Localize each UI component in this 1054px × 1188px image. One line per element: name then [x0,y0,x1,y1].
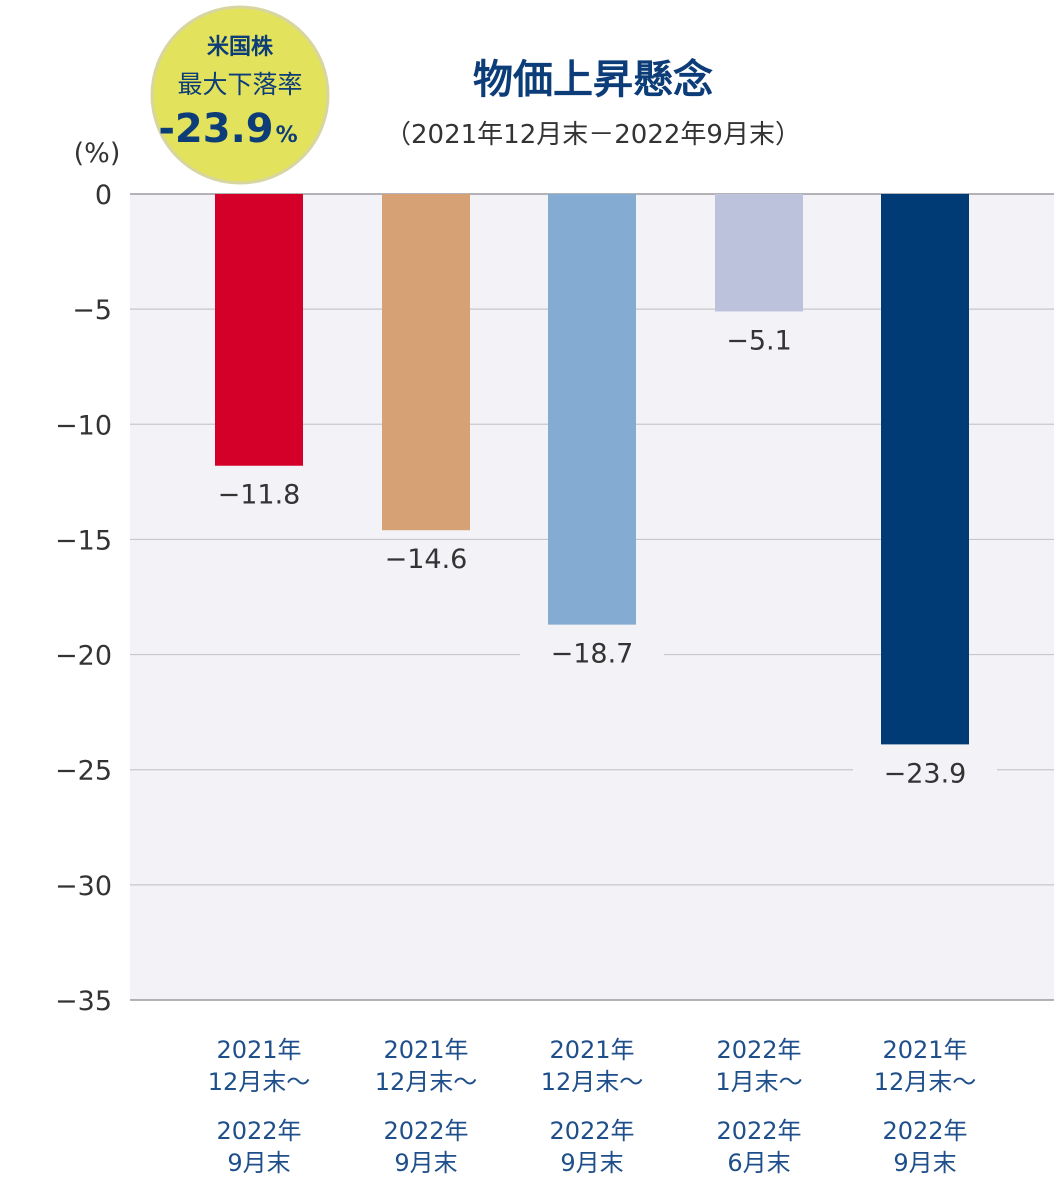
x-category-label: 2022年 [882,1117,967,1145]
y-tick-label: −15 [55,525,112,556]
data-label: −11.8 [218,480,301,511]
y-tick-label: −5 [72,295,112,326]
y-tick-label: −30 [55,871,112,902]
x-category-label: 9月末 [560,1149,623,1177]
data-label: −14.6 [385,544,468,575]
bar [881,194,969,745]
x-category-label: 1月末～ [715,1068,802,1096]
y-axis: 0 −5 −10 −15 −20 −25 −30 −35 [55,180,112,1017]
data-label-bg [853,754,997,793]
y-unit-label: (%) [74,138,121,169]
x-category-label: 2022年 [716,1117,801,1145]
y-tick-label: −35 [55,986,112,1017]
x-category-label: 2021年 [216,1036,301,1064]
data-label-bg [687,321,831,360]
badge-circle [150,5,330,185]
x-category-label: 12月末～ [208,1068,311,1096]
x-category-label: 2022年 [216,1117,301,1145]
x-category-label: 2021年 [549,1036,634,1064]
y-tick-label: −10 [55,410,112,441]
x-category-label: 12月末～ [874,1068,977,1096]
x-category-label: 9月末 [893,1149,956,1177]
bar-series: −11.8 −14.6 −18.7 −5.1 −23.9 [187,194,997,793]
y-tick-label: −20 [55,641,112,672]
data-label-bg [354,540,498,579]
x-category-label: 2021年 [882,1036,967,1064]
x-category-label: 2022年 [716,1036,801,1064]
badge-sublabel: 最大下落率 [177,70,302,99]
max-drawdown-badge: 米国株 最大下落率 -23.9% [150,5,330,185]
x-category-label: 2022年 [383,1117,468,1145]
bar [548,194,636,625]
badge-label: 米国株 [207,35,274,60]
x-category-label: 2022年 [549,1117,634,1145]
x-category-label: 9月末 [227,1149,290,1177]
x-axis: 2021年 12月末～ 2022年 9月末 2021年 12月末～ 2022年 9月末 2021… [208,1036,977,1177]
badge-value: -23.9% [158,106,297,152]
badge-value-unit: % [276,123,298,148]
y-tick-label: −25 [55,756,112,787]
data-label: −5.1 [726,325,792,356]
y-tick-label: 0 [95,180,112,211]
x-category-label: 2021年 [383,1036,468,1064]
data-label-bg [187,475,331,514]
chart-subtitle: （2021年12月末－2022年9月末） [385,120,801,150]
data-label-bg [520,634,664,673]
data-label: −18.7 [551,639,634,670]
x-category-label: 12月末～ [375,1068,478,1096]
bar [382,194,470,531]
x-category-label: 9月末 [394,1149,457,1177]
bar [715,194,803,312]
badge-value-number: -23.9 [158,106,273,152]
x-category-label: 6月末 [727,1149,790,1177]
data-label: −23.9 [884,758,967,789]
bar [215,194,303,466]
x-category-label: 12月末～ [541,1068,644,1096]
chart-title: 物価上昇懸念 [473,57,713,103]
